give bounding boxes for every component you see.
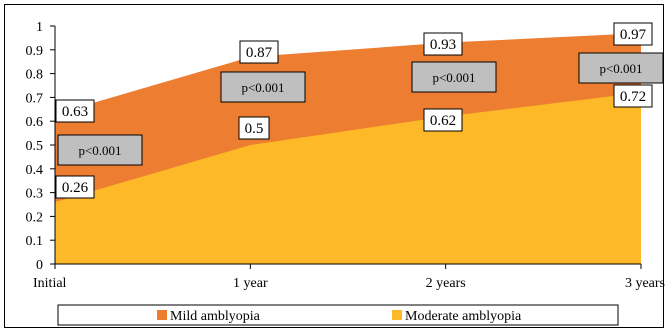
legend-swatch [392,310,402,320]
p-value-label: p<0.001 [432,70,475,85]
data-label: 0.5 [245,121,264,137]
data-label: 0.97 [620,27,647,43]
x-tick-labels: Initial 1 year 2 years 3 years [33,276,665,291]
legend-label: Moderate amblyopia [405,309,522,324]
y-tick-labels: 0 0.1 0.2 0.3 0.4 0.5 0.6 0.7 0.8 0.9 1 [26,20,44,273]
data-label: 0.63 [62,104,88,120]
legend-label: Mild amblyopia [170,309,261,324]
data-label-box [55,99,95,123]
chart-areas [55,33,641,264]
y-tick-label: 0.3 [26,187,44,202]
y-tick-label: 0.4 [26,163,44,178]
x-tick-label: Initial [33,276,67,291]
data-label-box [239,40,279,64]
data-label: 0.26 [62,180,89,196]
y-tick-label: 0.2 [26,210,44,225]
data-labels: 0.63 0.87 0.93 0.97 0.26 0.5 0.62 0.72 [55,22,653,199]
data-label-box [238,116,270,140]
p-value-label: p<0.001 [599,61,642,76]
area-moderate-amblyopia [55,92,641,264]
y-tick-label: 0 [36,258,43,273]
data-label-box [55,175,95,199]
y-tick-label: 0.6 [26,115,44,130]
data-label-box [423,108,463,132]
p-value-box [411,61,497,93]
chart-axes [50,25,642,269]
p-value-box [220,71,306,103]
data-label: 0.72 [620,89,646,105]
y-tick-label: 0.8 [26,68,44,83]
x-tick-label: 1 year [233,276,268,291]
legend-box [57,304,619,326]
data-label: 0.62 [430,113,456,129]
y-tick-label: 0.7 [26,91,44,106]
legend: Mild amblyopia Moderate amblyopia [57,304,619,326]
p-value-label: p<0.001 [241,80,284,95]
p-value-annotations: p<0.001 p<0.001 p<0.001 p<0.001 [57,52,664,166]
y-tick-label: 1 [36,20,43,35]
y-tick-label: 0.5 [26,139,44,154]
y-tick-label: 0.9 [26,44,44,59]
data-label-box [613,84,653,108]
data-label: 0.87 [246,45,273,61]
x-tick-label: 3 years [625,276,665,291]
p-value-box [578,52,664,84]
p-value-box [57,134,143,166]
y-tick-label: 0.1 [26,234,44,249]
legend-swatch [157,310,167,320]
p-value-label: p<0.001 [78,143,121,158]
x-tick-label: 2 years [426,276,466,291]
data-label: 0.93 [430,37,456,53]
data-label-box [423,32,463,56]
data-label-box [613,22,653,46]
